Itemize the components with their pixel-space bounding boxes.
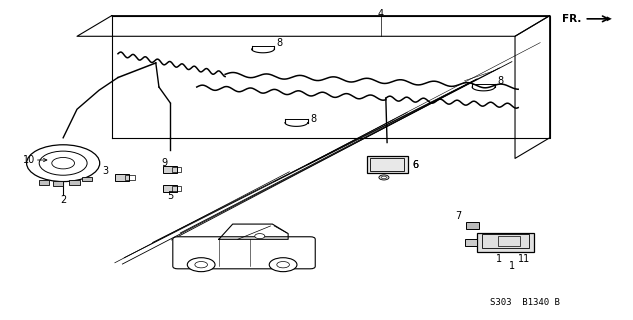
Text: 10: 10 (23, 155, 35, 165)
Text: 2: 2 (60, 195, 66, 205)
Text: 11: 11 (518, 254, 530, 264)
Bar (498, 236, 520, 246)
Circle shape (52, 157, 75, 169)
Text: 4: 4 (378, 9, 384, 19)
Bar (115, 174, 129, 181)
Text: 6: 6 (412, 160, 418, 170)
Bar (303, 246, 311, 252)
Text: 8: 8 (498, 76, 503, 86)
Text: 6: 6 (412, 160, 418, 170)
Text: 5: 5 (167, 191, 173, 202)
Bar (465, 238, 477, 246)
Bar (70, 180, 80, 185)
Text: S303  B1340 B: S303 B1340 B (490, 298, 560, 307)
Bar (482, 234, 529, 248)
Text: 8: 8 (310, 114, 316, 124)
Bar (39, 180, 49, 185)
Text: 1: 1 (496, 254, 503, 264)
Bar (477, 233, 534, 252)
Circle shape (27, 145, 100, 181)
Text: 9: 9 (161, 157, 167, 168)
Text: 8: 8 (277, 38, 283, 48)
Text: FR.: FR. (562, 14, 581, 24)
Circle shape (379, 175, 389, 180)
Circle shape (195, 261, 208, 268)
Bar (163, 185, 177, 192)
FancyBboxPatch shape (173, 237, 315, 269)
Circle shape (277, 261, 289, 268)
Bar (177, 246, 185, 252)
Text: 3: 3 (103, 166, 108, 176)
Bar (467, 221, 479, 228)
Bar (172, 186, 181, 191)
Bar (172, 167, 181, 172)
Bar (367, 156, 408, 173)
Circle shape (269, 258, 297, 272)
Text: 7: 7 (455, 211, 461, 221)
Circle shape (254, 234, 265, 239)
Bar (370, 158, 404, 171)
Bar (163, 166, 177, 173)
Circle shape (39, 151, 87, 175)
Circle shape (382, 176, 387, 179)
Bar (53, 181, 63, 186)
Text: 1: 1 (509, 261, 515, 271)
Bar (82, 177, 92, 181)
Bar (125, 175, 135, 180)
Circle shape (187, 258, 215, 272)
